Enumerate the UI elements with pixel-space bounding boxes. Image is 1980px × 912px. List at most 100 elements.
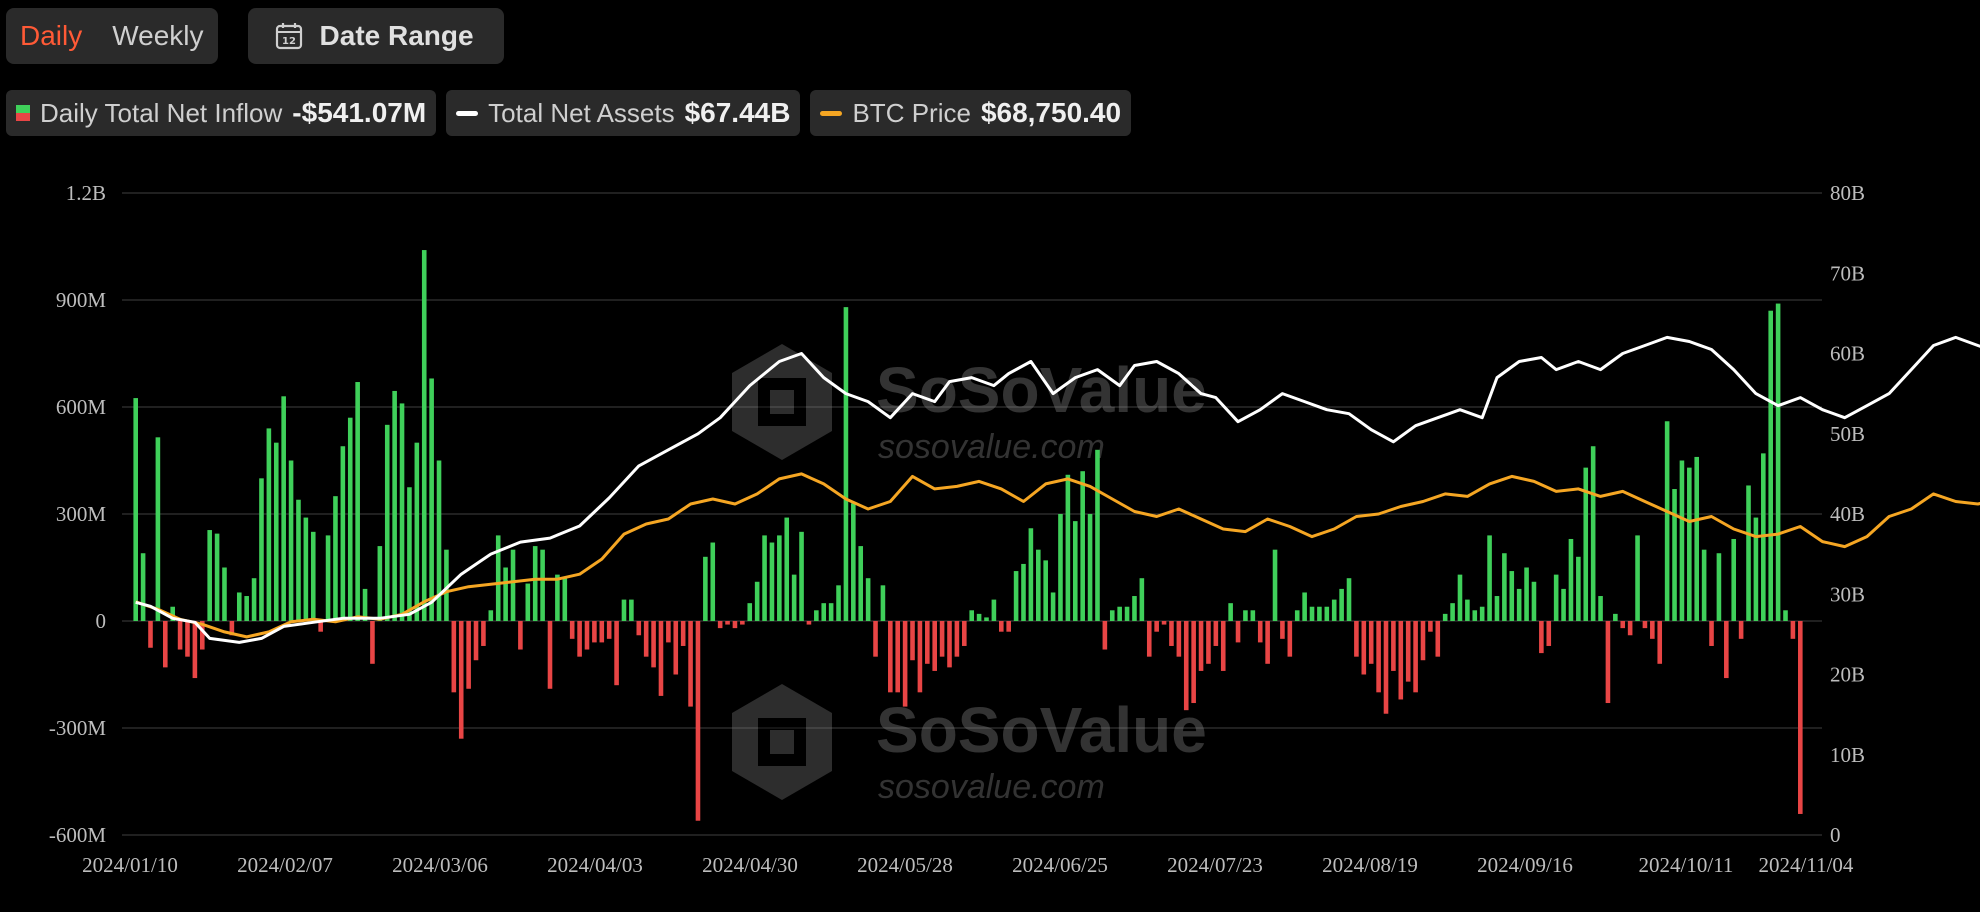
period-toggle: Daily Weekly bbox=[6, 8, 218, 64]
inflow-bar bbox=[1524, 567, 1529, 621]
inflow-bar bbox=[333, 496, 338, 621]
inflow-bar bbox=[991, 599, 997, 621]
inflow-bar bbox=[1287, 621, 1293, 657]
inflow-bar bbox=[1605, 621, 1611, 704]
inflow-bar bbox=[236, 592, 242, 621]
right-axis-label: 40B bbox=[1830, 502, 1865, 526]
inflow-bar bbox=[340, 446, 346, 621]
inflow-bar bbox=[917, 621, 923, 693]
inflow-bar bbox=[1213, 621, 1219, 646]
watermark-bottom: SoSoValue sosovalue.com bbox=[732, 684, 1207, 806]
inflow-bar bbox=[1317, 606, 1322, 621]
x-axis-label: 2024/07/23 bbox=[1167, 853, 1263, 877]
inflow-bar bbox=[962, 621, 967, 646]
inflow-bar bbox=[791, 574, 797, 621]
inflow-bar bbox=[481, 621, 486, 646]
right-axis-label: 0 bbox=[1830, 823, 1841, 847]
inflow-bar bbox=[1472, 610, 1478, 621]
inflow-bar bbox=[976, 613, 982, 621]
bar-swatch-icon bbox=[16, 105, 30, 121]
inflow-bar bbox=[347, 417, 353, 621]
inflow-bar bbox=[1243, 610, 1248, 621]
inflow-bar bbox=[547, 621, 553, 689]
left-axis-label: -300M bbox=[49, 716, 106, 740]
legend-inflow-label: Daily Total Net Inflow bbox=[40, 97, 283, 128]
inflow-bar bbox=[732, 621, 738, 629]
inflow-bar bbox=[170, 606, 175, 621]
x-axis-label: 2024/10/11 bbox=[1639, 853, 1734, 877]
inflow-bar bbox=[954, 621, 960, 657]
inflow-bar bbox=[466, 621, 471, 689]
daily-tab[interactable]: Daily bbox=[20, 20, 83, 51]
inflow-bar bbox=[1731, 538, 1737, 621]
watermark-logo-icon bbox=[732, 684, 832, 800]
inflow-bar bbox=[1509, 571, 1515, 621]
inflow-bar bbox=[1065, 474, 1071, 621]
inflow-bar bbox=[843, 307, 849, 621]
inflow-bar bbox=[251, 578, 257, 621]
inflow-bar bbox=[1753, 517, 1759, 621]
legend-inflow[interactable]: Daily Total Net Inflow -$541.07M bbox=[6, 90, 437, 136]
legend-assets-label: Total Net Assets bbox=[488, 97, 675, 128]
legend-price[interactable]: BTC Price $68,750.40 bbox=[810, 90, 1132, 136]
inflow-bar bbox=[1072, 521, 1078, 621]
right-axis-label: 80B bbox=[1830, 181, 1865, 205]
inflow-bar bbox=[1109, 610, 1115, 621]
watermark-logo-icon bbox=[732, 344, 832, 460]
inflow-bar bbox=[584, 621, 590, 650]
inflow-bar bbox=[1701, 549, 1707, 621]
inflow-bar bbox=[880, 585, 886, 621]
calendar-icon: 12 bbox=[275, 23, 302, 50]
inflow-bar bbox=[1531, 581, 1537, 621]
inflow-bar bbox=[555, 574, 560, 621]
x-axis-label: 2024/08/19 bbox=[1322, 853, 1418, 877]
inflow-bar bbox=[355, 382, 360, 621]
inflow-bar bbox=[414, 442, 420, 621]
right-axis-label: 20B bbox=[1830, 663, 1865, 687]
inflow-bar bbox=[1280, 621, 1285, 639]
right-axis-label: 30B bbox=[1830, 582, 1865, 606]
inflow-bar bbox=[1050, 592, 1056, 621]
inflow-bar bbox=[592, 621, 597, 643]
inflow-bar bbox=[1627, 621, 1633, 636]
inflow-bar bbox=[1798, 621, 1803, 814]
inflow-bar bbox=[1302, 592, 1307, 621]
inflow-bar bbox=[192, 621, 198, 679]
left-axis-label: 600M bbox=[56, 395, 107, 419]
orange-line-icon bbox=[820, 110, 843, 116]
legend: Daily Total Net Inflow -$541.07M Total N… bbox=[6, 90, 1132, 136]
inflow-bar bbox=[1198, 621, 1204, 671]
inflow-bar bbox=[629, 599, 634, 621]
watermark-brand: SoSoValue bbox=[876, 354, 1207, 426]
right-axis-label: 50B bbox=[1830, 422, 1865, 446]
inflow-bar bbox=[429, 378, 434, 621]
inflow-bar bbox=[1465, 599, 1470, 621]
inflow-bar bbox=[1442, 613, 1448, 621]
inflow-bar bbox=[1790, 621, 1796, 639]
weekly-tab[interactable]: Weekly bbox=[112, 20, 204, 51]
x-axis-label: 2024/05/28 bbox=[857, 853, 953, 877]
inflow-bar bbox=[140, 553, 146, 621]
inflow-bar bbox=[888, 621, 893, 693]
inflow-bar bbox=[296, 499, 301, 621]
inflow-bar bbox=[1324, 606, 1330, 621]
inflow-bar bbox=[754, 581, 760, 621]
inflow-bar bbox=[133, 398, 138, 621]
inflow-bar bbox=[1368, 621, 1374, 664]
inflow-bar bbox=[1738, 621, 1744, 639]
x-axis-label: 2024/09/16 bbox=[1477, 853, 1573, 877]
inflow-bar bbox=[1590, 446, 1596, 621]
inflow-bar bbox=[1102, 621, 1108, 650]
date-range-button[interactable]: 12 Date Range bbox=[247, 8, 504, 64]
inflow-bar bbox=[1546, 621, 1552, 646]
inflow-bars bbox=[133, 250, 1803, 821]
inflow-bar bbox=[910, 621, 915, 661]
inflow-bar bbox=[1028, 528, 1034, 621]
right-axis-label: 70B bbox=[1830, 261, 1865, 285]
inflow-bar bbox=[851, 503, 856, 621]
legend-assets[interactable]: Total Net Assets $67.44B bbox=[446, 90, 801, 136]
inflow-bar bbox=[518, 621, 523, 650]
inflow-bar bbox=[1561, 588, 1566, 621]
inflow-bar bbox=[273, 442, 279, 621]
btc-price-line bbox=[135, 472, 1980, 639]
